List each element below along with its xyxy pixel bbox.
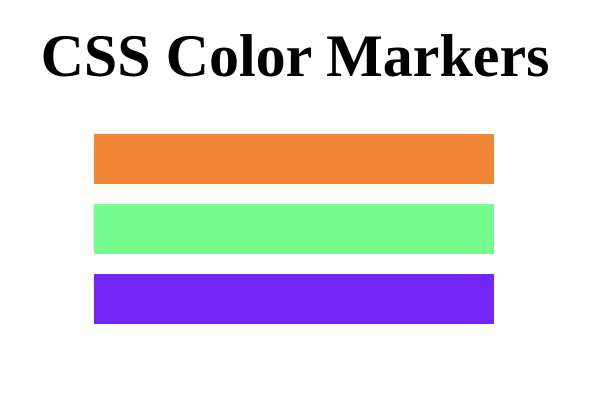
color-markers bbox=[94, 134, 494, 344]
color-marker-purple bbox=[94, 274, 494, 324]
color-marker-green bbox=[94, 204, 494, 254]
page-title: CSS Color Markers bbox=[40, 23, 550, 89]
color-marker-orange bbox=[94, 134, 494, 184]
